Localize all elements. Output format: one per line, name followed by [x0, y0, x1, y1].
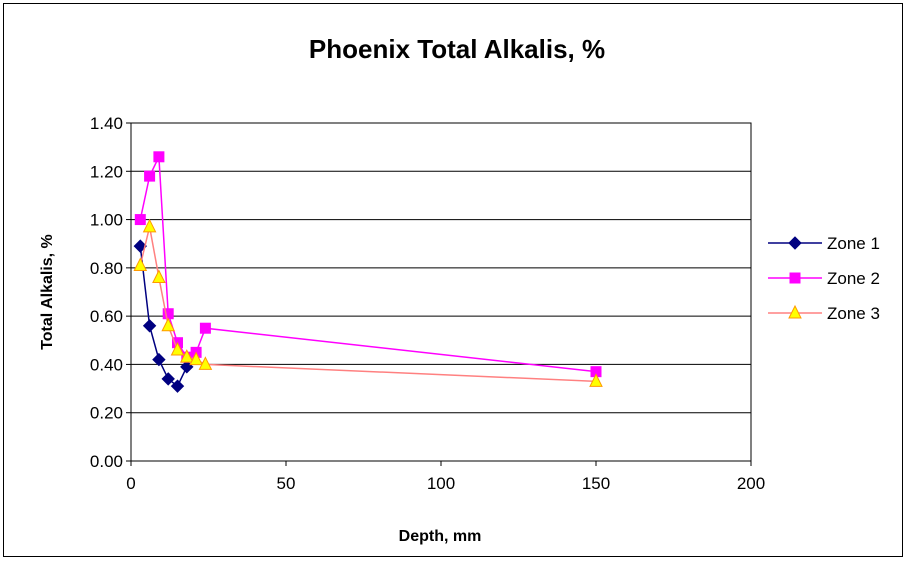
series-1 — [133, 239, 194, 393]
data-point — [153, 151, 165, 163]
y-tick-label: 1.20 — [90, 162, 123, 181]
data-point — [133, 257, 148, 271]
grid-layer — [126, 122, 751, 462]
data-point — [152, 352, 166, 367]
legend-item: Zone 1 — [768, 234, 880, 253]
legend-marker — [789, 272, 801, 284]
data-point — [170, 379, 185, 393]
plot-area — [130, 122, 752, 462]
y-tick-label: 1.40 — [90, 114, 123, 133]
data-point — [179, 349, 194, 363]
chart-frame — [3, 3, 903, 557]
legend-marker — [788, 304, 802, 319]
data-point — [142, 319, 157, 333]
series-2 — [134, 151, 602, 378]
y-tick-label: 0.80 — [90, 259, 123, 278]
data-point — [170, 341, 185, 356]
data-point — [589, 373, 603, 387]
y-tick-label: 0.00 — [90, 452, 123, 471]
legend-marker — [788, 236, 802, 250]
legend-label: Zone 1 — [827, 234, 880, 253]
chart-title: Phoenix Total Alkalis, % — [309, 34, 605, 64]
legend-label: Zone 2 — [827, 269, 880, 288]
series-line — [139, 153, 597, 373]
data-point — [189, 351, 203, 366]
legend-label: Zone 3 — [827, 304, 880, 323]
y-axis-title: Total Alkalis, % — [39, 234, 56, 350]
series-3 — [133, 218, 603, 387]
x-tick-label: 200 — [737, 474, 765, 493]
x-tick-label: 50 — [277, 474, 296, 493]
y-tick-labels: 0.00 0.20 0.40 0.60 0.80 1.00 1.20 1.40 — [90, 114, 123, 471]
data-point — [161, 317, 176, 332]
y-tick-label: 0.40 — [90, 355, 123, 374]
x-axis-title: Depth, mm — [399, 528, 482, 545]
y-tick-label: 0.20 — [90, 404, 123, 423]
series-layer — [133, 151, 603, 393]
data-point — [199, 322, 211, 334]
x-tick-labels: 0 50 100 150 200 — [126, 461, 765, 493]
y-tick-label: 0.60 — [90, 307, 123, 326]
data-point — [142, 218, 157, 233]
x-tick-label: 150 — [582, 474, 610, 493]
data-point — [144, 170, 156, 182]
legend-item: Zone 3 — [768, 304, 880, 323]
data-point — [198, 356, 213, 370]
x-tick-label: 0 — [126, 474, 135, 493]
data-point — [152, 269, 166, 284]
legend-item: Zone 2 — [768, 269, 880, 288]
x-tick-label: 100 — [427, 474, 455, 493]
y-tick-label: 1.00 — [90, 211, 123, 230]
data-point — [133, 239, 148, 253]
legend: Zone 1 Zone 2 Zone 3 — [768, 234, 880, 323]
data-point — [134, 214, 146, 226]
series-line — [139, 226, 597, 383]
data-point — [161, 372, 175, 386]
